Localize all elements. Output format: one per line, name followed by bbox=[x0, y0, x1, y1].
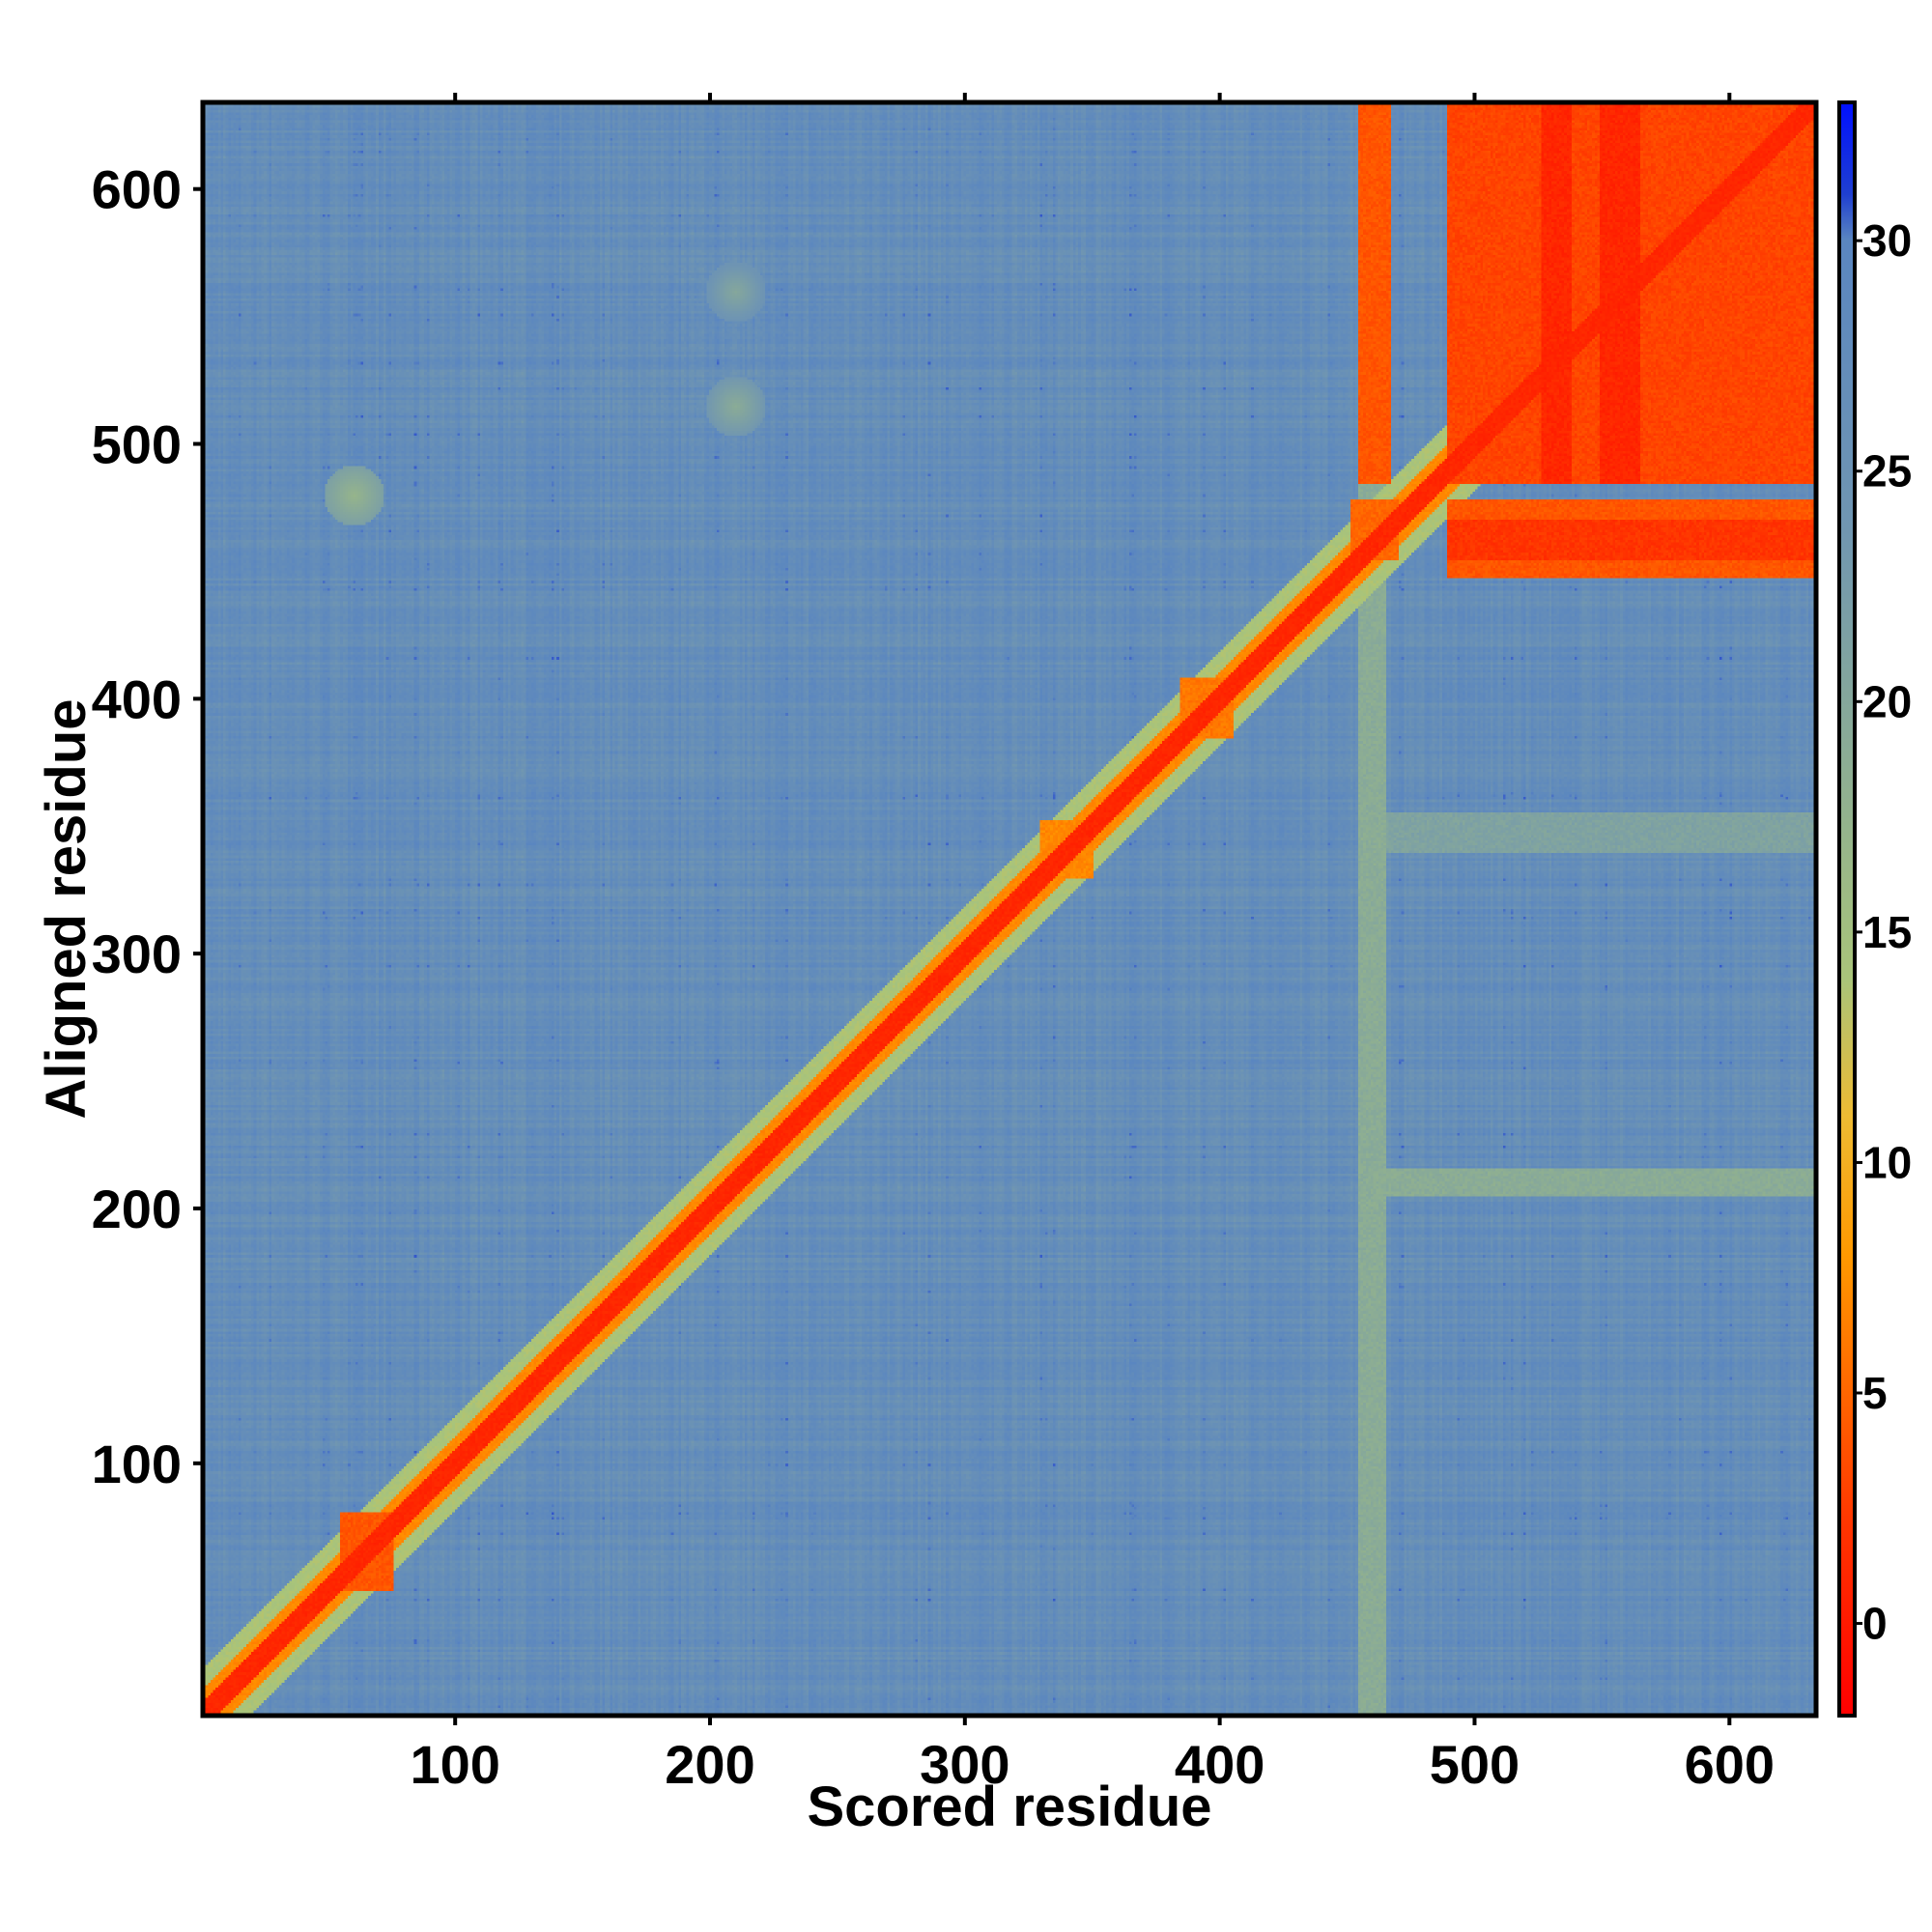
y-tick-label: 500 bbox=[92, 414, 182, 475]
heatmap-plot-area bbox=[203, 102, 1816, 1716]
y-axis: 100 200 300 400 500 600 bbox=[92, 159, 203, 1494]
colorbar-tick-label: 20 bbox=[1862, 676, 1912, 726]
heatmap-cells bbox=[203, 102, 1816, 1716]
x-tick-label: 300 bbox=[920, 1734, 1009, 1795]
x-tick-label: 500 bbox=[1430, 1734, 1520, 1795]
y-axis-title: Aligned residue bbox=[35, 698, 98, 1119]
y-tick-label: 100 bbox=[92, 1434, 182, 1494]
colorbar: 0 5 10 15 20 25 30 bbox=[1837, 100, 1912, 1718]
x-tick-label: 100 bbox=[410, 1734, 499, 1795]
colorbar-tick-label: 0 bbox=[1862, 1599, 1888, 1649]
x-tick-label: 200 bbox=[665, 1734, 754, 1795]
colorbar-gradient bbox=[1839, 102, 1855, 1716]
colorbar-frame bbox=[1837, 100, 1857, 1718]
x-tick-label: 600 bbox=[1685, 1734, 1775, 1795]
x-axis: 100 200 300 400 500 600 bbox=[410, 93, 1775, 1795]
plot-frame bbox=[200, 99, 1819, 1719]
y-tick-label: 400 bbox=[92, 668, 182, 729]
colorbar-tick-label: 10 bbox=[1862, 1137, 1912, 1187]
x-axis-title: Scored residue bbox=[807, 1776, 1211, 1838]
x-tick-label: 400 bbox=[1175, 1734, 1264, 1795]
colorbar-ticks: 0 5 10 15 20 25 30 bbox=[1855, 215, 1912, 1649]
colorbar-tick-label: 25 bbox=[1862, 446, 1912, 497]
y-tick-label: 300 bbox=[92, 923, 182, 984]
y-tick-label: 200 bbox=[92, 1179, 182, 1239]
colorbar-tick-label: 15 bbox=[1862, 907, 1912, 957]
y-tick-label: 600 bbox=[92, 159, 182, 220]
colorbar-tick-label: 30 bbox=[1862, 215, 1912, 266]
colorbar-tick-label: 5 bbox=[1862, 1368, 1888, 1418]
